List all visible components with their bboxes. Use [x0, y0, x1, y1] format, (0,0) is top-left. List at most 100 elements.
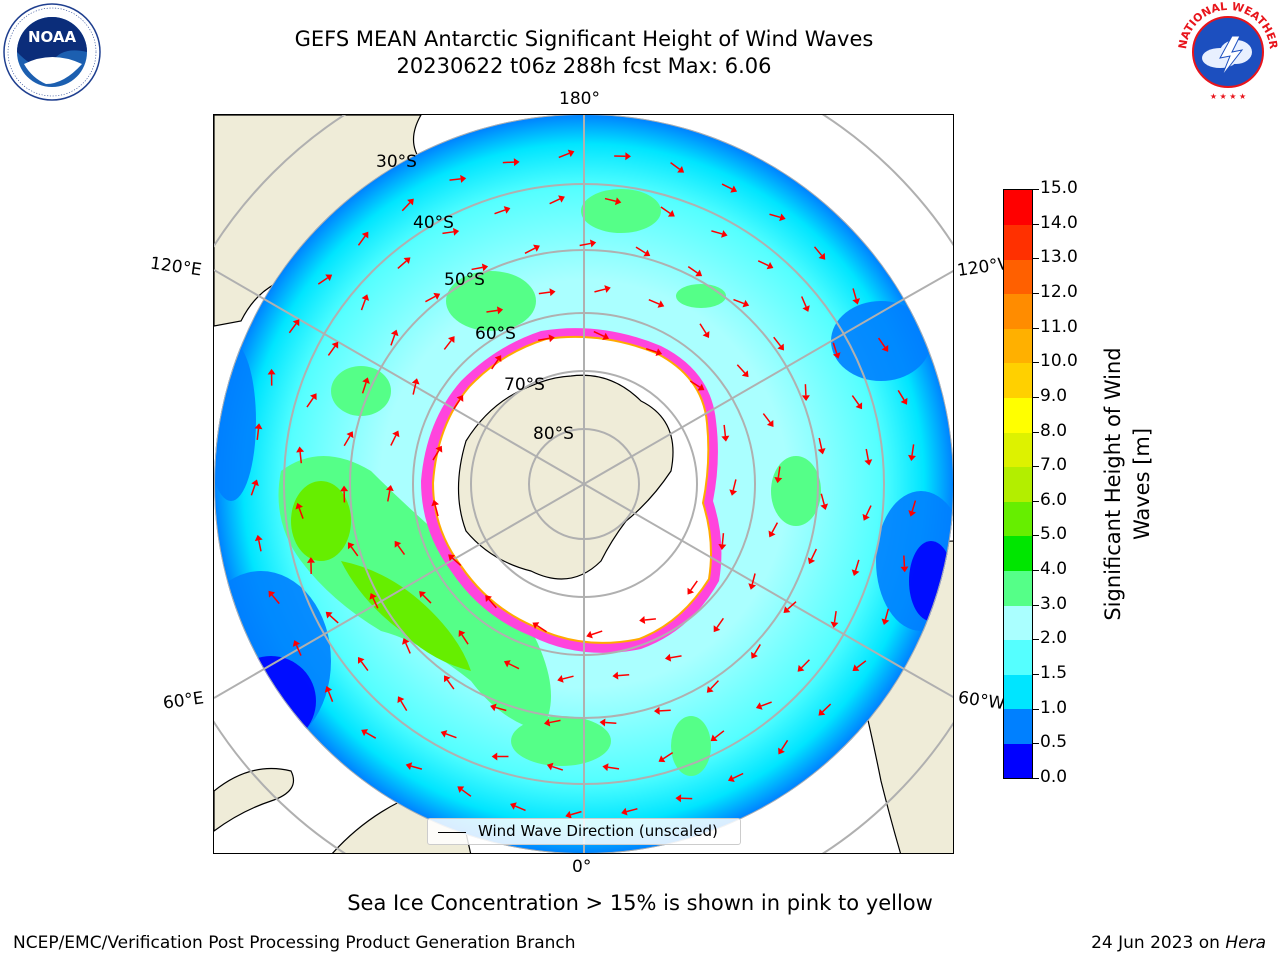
- colorbar: [1003, 189, 1033, 779]
- wind-wave-arrow-head: [403, 257, 411, 265]
- colorbar-segment: [1004, 743, 1032, 779]
- wind-wave-arrow-shaft: [854, 559, 860, 571]
- wind-wave-arrow-shaft: [769, 213, 781, 219]
- wind-wave-arrow-head: [392, 430, 400, 438]
- wind-wave-arrow-shaft: [733, 298, 745, 305]
- polar-map: [214, 115, 953, 853]
- colorbar-tick-mark: [1033, 743, 1039, 745]
- lon-label-120e: 120°E: [148, 253, 203, 281]
- wind-wave-arrow-shaft: [256, 428, 260, 440]
- wind-wave-arrow-shaft: [524, 247, 536, 255]
- nws-logo: NATIONAL WEATHER SERVICE ★ ★ ★ ★: [1176, 0, 1280, 102]
- colorbar-segment: [1004, 328, 1032, 364]
- wind-wave-arrow-head: [801, 395, 810, 401]
- colorbar-tick-mark: [1033, 292, 1039, 294]
- wind-wave-arrow-head: [306, 557, 315, 563]
- wind-wave-arrow-shaft: [536, 624, 547, 633]
- wind-wave-arrow-shaft: [442, 231, 454, 235]
- wind-wave-arrow-head: [510, 802, 517, 810]
- wind-wave-arrow-head: [614, 197, 622, 206]
- wind-wave-arrow-head: [908, 454, 916, 461]
- wind-wave-arrow-head: [419, 591, 426, 598]
- wind-wave-arrow-shaft: [549, 198, 561, 205]
- wind-wave-arrow-shaft: [594, 288, 606, 293]
- wind-wave-arrow-head: [503, 206, 511, 214]
- colorbar-segment: [1004, 570, 1032, 606]
- colorbar-tick-label: 0.0: [1040, 767, 1068, 787]
- wind-wave-arrow-shaft: [884, 608, 890, 620]
- colorbar-segment: [1004, 293, 1032, 329]
- wind-wave-arrow-head: [653, 706, 660, 715]
- wind-wave-arrow-shaft: [773, 336, 782, 347]
- wind-wave-arrow-shaft: [538, 291, 551, 295]
- wind-wave-arrow-shaft: [810, 548, 818, 560]
- wind-wave-arrow-head: [706, 685, 714, 693]
- wind-wave-arrow-shaft: [329, 614, 339, 624]
- wind-wave-arrow-head: [491, 752, 498, 761]
- wind-wave-arrow-head: [664, 653, 672, 662]
- wind-wave-arrow-head: [748, 583, 757, 590]
- wind-wave-arrow-head: [900, 566, 909, 573]
- wind-wave-arrow-head: [643, 249, 651, 257]
- wind-wave-arrow-shaft: [760, 701, 772, 707]
- wind-wave-arrow-shaft: [549, 719, 561, 724]
- svg-text:NOAA: NOAA: [28, 28, 77, 46]
- colorbar-tick-mark: [1033, 778, 1039, 779]
- wind-wave-arrow-shaft: [911, 444, 915, 456]
- wind-wave-arrow-shaft: [690, 580, 698, 591]
- wind-wave-arrow-head: [900, 397, 908, 405]
- colorbar-tick-label: 5.0: [1040, 524, 1068, 545]
- wind-wave-arrow-head: [405, 762, 413, 770]
- colorbar-tick-label: 4.0: [1040, 559, 1068, 580]
- wind-wave-arrow-shaft: [343, 435, 351, 447]
- colorbar-segment: [1004, 605, 1032, 641]
- wind-wave-arrow-head: [807, 557, 816, 565]
- wind-wave-arrow-head: [444, 675, 451, 683]
- wind-wave-arrow-shaft: [865, 448, 870, 461]
- wind-wave-arrow-shaft: [762, 413, 771, 423]
- wind-wave-arrow-shaft: [645, 347, 658, 353]
- wind-wave-arrow-head: [586, 630, 593, 639]
- wind-wave-arrow-head: [325, 611, 333, 619]
- colorbar-tick-label: 15.0: [1040, 178, 1078, 198]
- colorbar-segment: [1004, 432, 1032, 468]
- wind-wave-arrow-shaft: [461, 789, 472, 797]
- wind-wave-arrow-head: [621, 807, 628, 816]
- colorbar-tick-label: 6.0: [1040, 489, 1068, 510]
- wind-wave-arrow-head: [481, 263, 489, 272]
- wind-wave-arrow-head: [324, 686, 333, 693]
- wind-wave-arrow-head: [460, 174, 467, 183]
- colorbar-segment: [1004, 362, 1032, 399]
- wind-wave-arrow-shaft: [425, 295, 436, 303]
- wind-wave-arrow-shaft: [716, 617, 724, 628]
- wind-wave-arrow-shaft: [357, 235, 366, 246]
- wind-wave-arrow-shaft: [288, 323, 297, 334]
- wind-wave-arrow-head: [802, 305, 810, 312]
- wind-wave-arrow-shaft: [410, 765, 423, 770]
- credit-organization: NCEP/EMC/Verification Post Processing Pr…: [13, 933, 576, 953]
- colorbar-segment: [1004, 501, 1032, 537]
- wind-wave-arrow-head: [397, 696, 405, 704]
- wind-wave-arrow-shaft: [295, 644, 302, 656]
- wind-wave-arrow-head: [296, 446, 305, 453]
- wind-wave-arrow-shaft: [508, 663, 520, 670]
- colorbar-tick-label: 1.0: [1040, 697, 1068, 718]
- map-panel: [213, 114, 954, 854]
- wind-wave-arrow-head: [697, 383, 705, 391]
- wind-wave-arrow-head: [727, 774, 735, 782]
- wind-wave-arrow-head: [485, 595, 492, 602]
- wind-wave-arrow-head: [361, 294, 370, 301]
- wind-wave-arrow-shaft: [856, 660, 867, 669]
- colorbar-segment: [1004, 466, 1032, 502]
- wind-wave-arrow-head: [447, 336, 455, 343]
- wind-wave-arrow-head: [362, 377, 370, 384]
- wind-wave-arrow-head: [496, 306, 504, 315]
- wind-wave-arrow-shaft: [800, 296, 807, 308]
- wind-wave-arrow-shaft: [486, 309, 498, 313]
- wind-wave-arrow-shaft: [711, 230, 723, 235]
- credit-date: 24 Jun 2023 on: [1091, 933, 1226, 953]
- wind-wave-arrow-shaft: [660, 206, 671, 214]
- wind-wave-arrow-head: [456, 394, 464, 402]
- wind-wave-arrow-shaft: [911, 500, 917, 512]
- wind-wave-arrow-head: [331, 341, 339, 349]
